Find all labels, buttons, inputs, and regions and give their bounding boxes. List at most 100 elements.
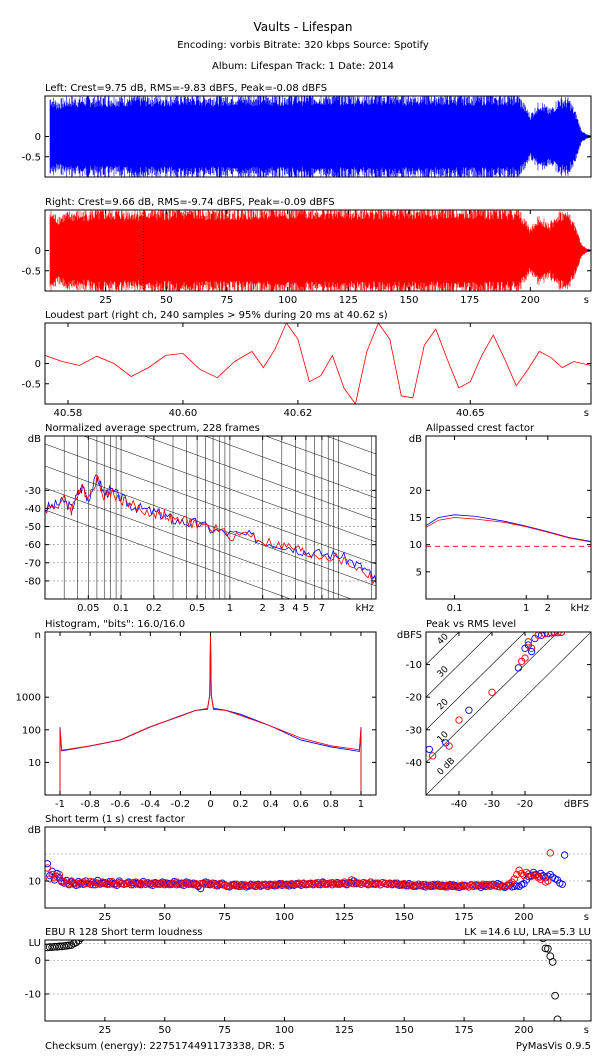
crest-point [192, 880, 200, 888]
crest-point [314, 878, 322, 887]
loudness-point [329, 925, 336, 932]
x-tick-label: -0.2 [171, 799, 191, 810]
panel-frame [44, 826, 592, 909]
panel-title: Short term (1 s) crest factor [45, 814, 186, 825]
crest-point [161, 878, 169, 887]
loudness-point [257, 925, 264, 932]
loudness-point [444, 922, 451, 929]
crest-point [146, 881, 155, 889]
crest-line-1 [426, 517, 591, 543]
crest-point [510, 875, 519, 883]
loudness-point [300, 926, 307, 933]
loudness-point [214, 929, 221, 936]
crest-point [517, 869, 526, 878]
x-tick-label: 150 [395, 1025, 414, 1036]
loudness-point [69, 940, 78, 948]
loudness-point [283, 926, 290, 933]
panel-title: Normalized average spectrum, 228 frames [45, 423, 260, 434]
loudness-point [74, 940, 83, 945]
loudness-point [267, 925, 274, 932]
loudness-point [334, 926, 341, 933]
y-tick-label: -80 [25, 576, 41, 587]
crest-point [532, 871, 540, 880]
x-tick-label: 175 [455, 1025, 474, 1036]
x-unit-label: kHz [570, 603, 589, 614]
loudness-point [386, 926, 393, 933]
loudness-point [453, 922, 460, 929]
y-tick-label: 20 [409, 486, 422, 497]
x-tick-label: -20 [517, 799, 533, 810]
loudness-point [264, 926, 271, 933]
loudness-point [553, 1015, 562, 1021]
x-tick-label: 50 [158, 912, 171, 923]
loudness-point [339, 926, 346, 933]
loudness-point [307, 925, 314, 932]
slope-reference-line [45, 290, 376, 410]
y-axis-label: dB [28, 825, 41, 836]
x-tick-label: 0.2 [146, 603, 162, 614]
x-tick-label: 200 [514, 912, 533, 923]
x-tick-label: -0.6 [110, 799, 130, 810]
x-tick-label: 125 [339, 295, 358, 306]
loudness-point [425, 922, 432, 929]
x-tick-label: 50 [158, 1025, 171, 1036]
x-tick-label: -40 [451, 799, 467, 810]
loudness-point [62, 941, 71, 950]
slope-reference-line [45, 487, 352, 599]
x-tick-label: 1 [358, 799, 364, 810]
loudness-point [322, 926, 329, 933]
loudest-part-line [45, 323, 591, 404]
loudness-point [551, 991, 559, 1000]
loudness-point [439, 923, 446, 930]
x-tick-label: -0.4 [141, 799, 161, 810]
loudness-point [209, 930, 216, 937]
x-tick-label: 0.5 [189, 603, 205, 614]
loudness-point [317, 926, 324, 933]
loudness-point [67, 941, 76, 949]
slope-reference-line [264, 436, 376, 477]
panel-title: Loudest part (right ch, 240 samples > 95… [45, 310, 388, 321]
slope-reference-line [45, 465, 376, 587]
loudness-point [348, 926, 355, 933]
x-tick-label: 0.8 [323, 799, 339, 810]
x-unit-label: s [584, 912, 589, 923]
panel-frame [44, 631, 377, 796]
x-tick-label: 175 [460, 295, 479, 306]
y-tick-label: -60 [25, 540, 41, 551]
crest-point [53, 873, 61, 881]
panel-frame [425, 631, 592, 796]
y-axis-label: n [35, 630, 41, 641]
crest-point [132, 878, 140, 886]
y-tick-label: -20 [406, 693, 422, 704]
loudness-point [382, 926, 389, 933]
crest-point [55, 870, 64, 879]
y-tick-label: 0 [35, 956, 41, 967]
allpassed-crest-panel: 5 10 15 20 0.1 1 2 kHz dB Allpassed crest factor [409, 423, 592, 614]
loudness-point [228, 925, 235, 932]
loudness-point [343, 925, 350, 932]
crest-point [419, 882, 428, 891]
loudness-point [202, 931, 209, 938]
x-tick-label: 0.6 [293, 799, 309, 810]
loudness-point [226, 925, 233, 932]
y-axis-label: dB [409, 434, 422, 445]
x-tick-label: 0 [207, 799, 213, 810]
x-tick-label: -0.8 [80, 799, 100, 810]
x-tick-label: 175 [455, 912, 474, 923]
x-tick-label: 125 [335, 912, 354, 923]
loudness-point [377, 925, 384, 932]
x-unit-label: kHz [355, 603, 374, 614]
x-unit-label: s [584, 1025, 589, 1036]
loudness-point [77, 940, 85, 942]
peak-rms-point [554, 632, 562, 637]
diagonal-label: 20 [436, 697, 451, 712]
x-axis-label: dBFS [564, 799, 589, 810]
loudness-point [367, 927, 374, 934]
x-tick-label: 150 [395, 912, 414, 923]
crest-point [367, 878, 375, 886]
loudness-point [341, 926, 348, 933]
y-tick-label: 100 [22, 725, 41, 736]
loudness-point [430, 923, 437, 930]
loudness-point [413, 922, 420, 929]
